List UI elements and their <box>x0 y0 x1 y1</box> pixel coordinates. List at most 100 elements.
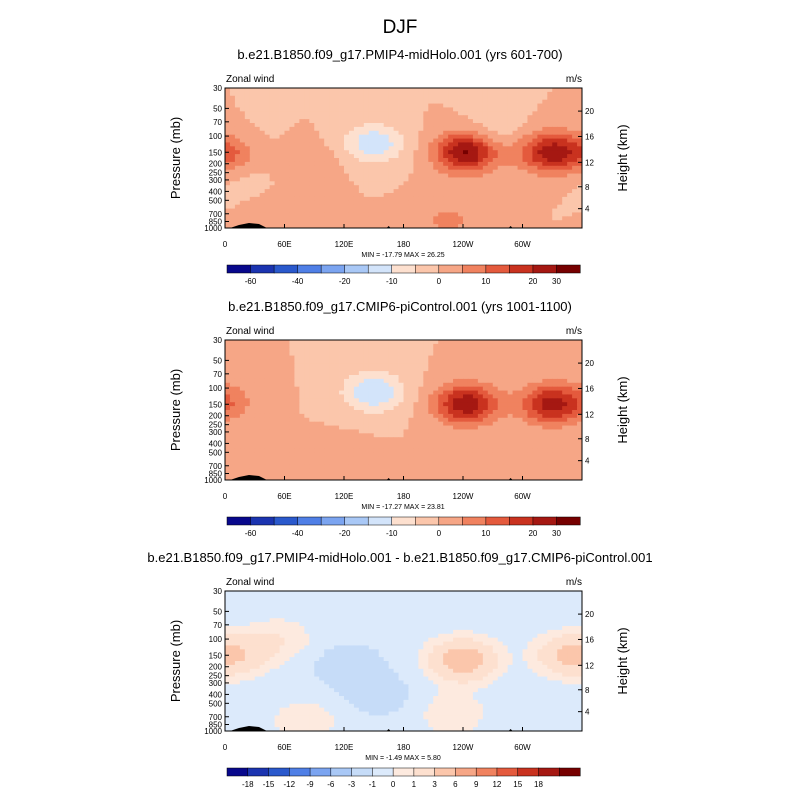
heatmap-cell <box>363 367 370 372</box>
heatmap-cell <box>225 406 231 411</box>
heatmap-cell <box>398 150 404 155</box>
heatmap-cell <box>577 402 583 407</box>
heatmap-cell <box>244 402 251 407</box>
heatmap-cell <box>552 95 558 101</box>
heatmap-cell <box>467 193 474 198</box>
heatmap-cell <box>284 212 290 217</box>
heatmap-cell <box>567 421 573 426</box>
heatmap-cell <box>225 445 231 450</box>
heatmap-cell <box>249 441 256 446</box>
heatmap-cell <box>259 456 266 461</box>
heatmap-cell <box>284 355 290 360</box>
heatmap-cell <box>378 111 385 116</box>
heatmap-cell <box>552 181 558 186</box>
colorbar-box <box>273 264 299 274</box>
heatmap-cell <box>259 138 266 143</box>
heatmap-cell <box>487 406 494 411</box>
heatmap-cell <box>547 146 553 151</box>
heatmap-cell <box>358 126 365 132</box>
heatmap-cell <box>314 386 320 391</box>
heatmap-cell <box>572 398 578 403</box>
heatmap-cell <box>562 119 568 124</box>
heatmap-cell <box>368 212 375 217</box>
heatmap-cell <box>552 212 558 217</box>
heatmap-cell <box>507 119 513 124</box>
heatmap-cell <box>522 146 528 151</box>
heatmap-cell <box>438 347 444 353</box>
heatmap-cell <box>368 437 375 442</box>
heatmap-cell <box>453 448 459 454</box>
heatmap-cell <box>507 371 513 376</box>
heatmap-cell <box>502 402 509 407</box>
y2-tick-label: 16 <box>585 132 594 141</box>
heatmap-cell <box>467 460 474 465</box>
heatmap-cell <box>294 95 300 101</box>
heatmap-cell <box>527 138 533 143</box>
heatmap-cell <box>269 173 275 178</box>
heatmap-cell <box>259 445 266 450</box>
heatmap-cell <box>254 165 261 171</box>
heatmap-cell <box>244 150 251 155</box>
heatmap-cell <box>482 88 489 93</box>
heatmap-cell <box>329 456 335 461</box>
heatmap-cell <box>294 177 300 182</box>
heatmap-cell <box>225 181 231 186</box>
heatmap-cell <box>502 185 509 190</box>
heatmap-cell <box>309 363 315 368</box>
heatmap-cell <box>279 464 285 469</box>
heatmap-cell <box>244 111 251 116</box>
heatmap-cell <box>324 123 330 128</box>
heatmap-cell <box>463 91 469 97</box>
heatmap-cell <box>517 448 523 454</box>
heatmap-cell <box>408 200 414 206</box>
heatmap-cell <box>458 200 464 206</box>
heatmap-cell <box>284 181 290 186</box>
heatmap-cell <box>522 413 528 419</box>
heatmap-cell <box>552 437 558 442</box>
heatmap-cell <box>527 212 533 217</box>
heatmap-cell <box>309 402 315 407</box>
heatmap-cell <box>254 378 261 384</box>
heatmap-cell <box>393 134 399 139</box>
heatmap-cell <box>423 185 429 190</box>
heatmap-cell <box>527 445 533 450</box>
heatmap-cell <box>433 212 439 217</box>
heatmap-cell <box>363 359 370 364</box>
heatmap-cell <box>344 200 350 206</box>
heatmap-cell <box>289 165 295 171</box>
heatmap-cell <box>264 456 271 461</box>
heatmap-cell <box>527 413 533 419</box>
heatmap-cell <box>383 189 390 194</box>
heatmap-cell <box>254 220 261 225</box>
heatmap-cell <box>239 173 246 178</box>
heatmap-cell <box>294 111 300 116</box>
heatmap-cell <box>309 204 315 209</box>
heatmap-cell <box>264 406 271 411</box>
heatmap-cell <box>269 138 275 143</box>
heatmap-cell <box>334 99 340 104</box>
heatmap-cell <box>294 347 300 353</box>
heatmap-cell <box>269 216 275 221</box>
heatmap-cell <box>339 220 345 225</box>
heatmap-cell <box>344 216 350 221</box>
heatmap-cell <box>413 386 419 391</box>
heatmap-cell <box>527 367 533 372</box>
heatmap-cell <box>239 107 246 112</box>
heatmap-cell <box>383 452 390 458</box>
heatmap-cell <box>517 91 523 97</box>
heatmap-cell <box>368 220 375 225</box>
heatmap-cell <box>497 158 504 163</box>
heatmap-cell <box>527 181 533 186</box>
heatmap-cell <box>353 158 360 163</box>
heatmap-cell <box>512 224 518 229</box>
heatmap-cell <box>472 433 479 438</box>
heatmap-cell <box>244 119 251 124</box>
heatmap-cell <box>487 351 494 356</box>
heatmap-cell <box>448 119 454 124</box>
heatmap-cell <box>393 347 399 353</box>
heatmap-cell <box>294 161 300 167</box>
heatmap-cell <box>537 208 543 213</box>
heatmap-cell <box>289 433 295 438</box>
heatmap-cell <box>319 347 325 353</box>
heatmap-cell <box>358 150 365 155</box>
